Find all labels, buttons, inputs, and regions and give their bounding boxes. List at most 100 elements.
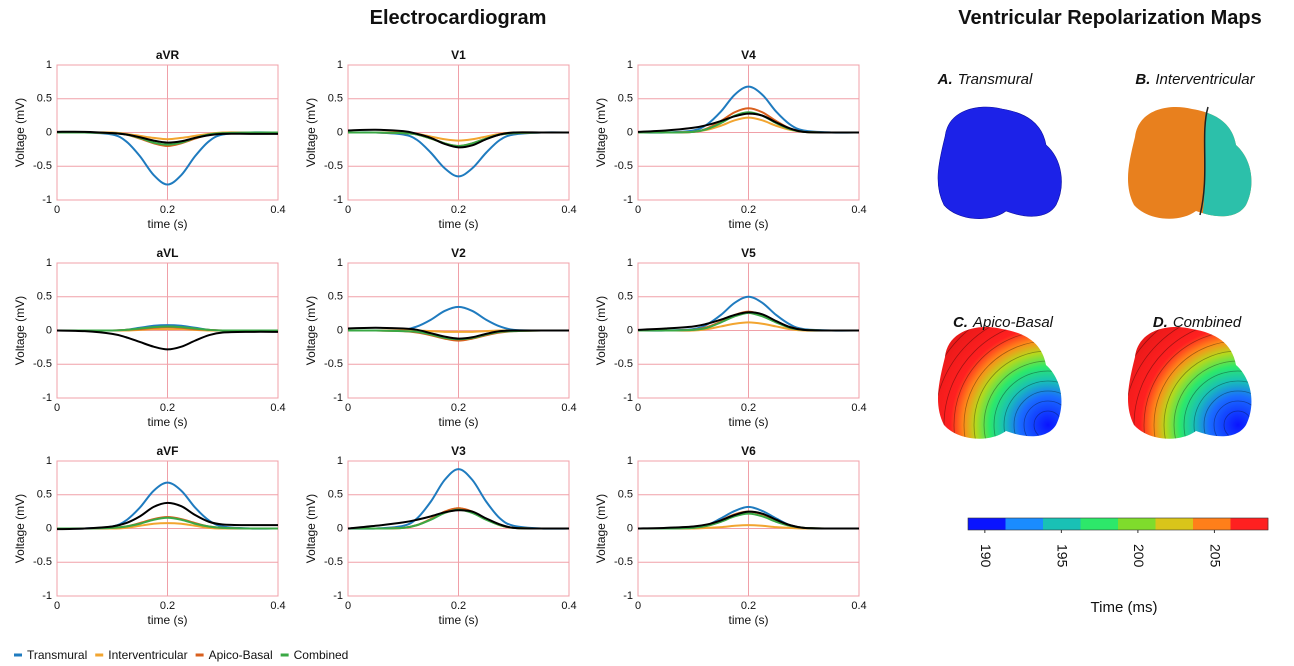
ecg-panel: V2 -1 -0.5 0 0.5 1 0 0.2 0.4 time (s) Voltage (mV) <box>304 246 577 429</box>
maps-title: Ventricular Repolarization Maps <box>958 7 1261 29</box>
panel-title: V3 <box>451 444 466 458</box>
y-tick-label: 1 <box>627 455 633 467</box>
ecg-line <box>637 311 860 332</box>
y-tick-label: -1 <box>623 392 633 404</box>
y-tick-label: -1 <box>42 194 52 206</box>
y-tick-label: 1 <box>46 257 52 269</box>
x-axis-label: time (s) <box>148 415 188 429</box>
x-axis-label: time (s) <box>729 613 769 627</box>
y-tick-label: -1 <box>623 194 633 206</box>
x-tick-label: 0 <box>635 204 641 216</box>
y-axis-label: Voltage (mV) <box>304 296 318 365</box>
x-tick-label: 0 <box>54 600 60 612</box>
y-tick-label: 0 <box>627 324 633 336</box>
ecg-line <box>347 326 569 340</box>
map-label: D. Combined <box>1153 314 1242 331</box>
y-tick-label: -1 <box>623 590 633 602</box>
y-axis-label: Voltage (mV) <box>594 98 608 167</box>
panel-title: aVR <box>156 48 180 62</box>
legend-label: Interventricular <box>108 648 187 662</box>
y-tick-label: -0.5 <box>324 358 343 370</box>
map-label: C. Apico-Basal <box>953 314 1054 331</box>
x-tick-label: 0.4 <box>270 402 285 414</box>
colorbar-tick-label: 195 <box>1055 544 1071 568</box>
y-tick-label: -0.5 <box>324 160 343 172</box>
x-tick-label: 0.2 <box>160 600 175 612</box>
y-axis-label: Voltage (mV) <box>13 296 27 365</box>
ecg-line <box>56 329 279 351</box>
map-letter: B. <box>1135 71 1150 88</box>
y-tick-label: -1 <box>333 194 343 206</box>
x-tick-label: 0.2 <box>160 204 175 216</box>
y-tick-label: -0.5 <box>614 358 633 370</box>
map-name: Combined <box>1173 314 1242 331</box>
y-axis-label: Voltage (mV) <box>13 98 27 167</box>
ecg-line <box>56 501 279 531</box>
y-tick-label: 0 <box>337 126 343 138</box>
colorbar-block <box>1005 518 1044 530</box>
x-tick-label: 0 <box>635 600 641 612</box>
colorbar-block <box>1118 518 1156 530</box>
x-tick-label: 0.2 <box>741 402 756 414</box>
ecg-line <box>57 325 278 332</box>
x-tick-label: 0.2 <box>451 402 466 414</box>
colorbar-block <box>1230 518 1269 530</box>
x-tick-label: 0.4 <box>561 402 576 414</box>
map-letter: D. <box>1153 314 1168 331</box>
ecg-line <box>347 131 570 178</box>
x-tick-label: 0 <box>54 402 60 414</box>
map-name: Interventricular <box>1155 71 1255 88</box>
x-tick-label: 0.4 <box>270 600 285 612</box>
x-tick-label: 0.4 <box>851 402 866 414</box>
x-tick-label: 0.2 <box>741 204 756 216</box>
colorbar-label: Time (ms) <box>1091 599 1158 616</box>
colorbar-block <box>1080 518 1119 530</box>
ecg-panel: V6 -1 -0.5 0 0.5 1 0 0.2 0.4 time (s) Voltage (mV) <box>594 444 867 627</box>
colorbar-tick-label: 205 <box>1208 544 1224 568</box>
ecg-panel: V5 -1 -0.5 0 0.5 1 0 0.2 0.4 time (s) Voltage (mV) <box>594 246 867 429</box>
ecg-line <box>637 112 860 134</box>
x-axis-label: time (s) <box>148 613 188 627</box>
map-letter: C. <box>953 314 968 331</box>
maps-layer: A. Transmural B. Interventricular C. Apico-Ba… <box>937 71 1269 616</box>
ecg-line <box>637 85 860 134</box>
colorbar-tick-label: 200 <box>1131 544 1147 568</box>
y-tick-label: -0.5 <box>33 160 52 172</box>
y-tick-label: 1 <box>337 455 343 467</box>
legend-label: Combined <box>294 648 349 662</box>
y-tick-label: -0.5 <box>33 358 52 370</box>
y-tick-label: -0.5 <box>614 556 633 568</box>
y-axis-label: Voltage (mV) <box>304 98 318 167</box>
y-tick-label: -0.5 <box>614 160 633 172</box>
x-tick-label: 0.2 <box>160 402 175 414</box>
y-tick-label: 0 <box>46 522 52 534</box>
legend-label: Apico-Basal <box>209 648 273 662</box>
map-label: B. Interventricular <box>1135 71 1255 88</box>
y-tick-label: -1 <box>42 590 52 602</box>
panel-title: aVF <box>156 444 178 458</box>
y-tick-label: 0 <box>46 126 52 138</box>
panel-title: V2 <box>451 246 466 260</box>
y-tick-label: 0 <box>337 522 343 534</box>
x-axis-label: time (s) <box>729 415 769 429</box>
y-tick-label: 1 <box>627 59 633 71</box>
panel-title: V5 <box>741 246 756 260</box>
y-axis-label: Voltage (mV) <box>594 296 608 365</box>
y-tick-label: -0.5 <box>324 556 343 568</box>
x-axis-label: time (s) <box>439 415 479 429</box>
panel-title: aVL <box>156 246 178 260</box>
y-tick-label: -0.5 <box>33 556 52 568</box>
ecg-line <box>347 468 570 530</box>
y-tick-label: 0 <box>627 522 633 534</box>
colorbar-block <box>968 518 1006 530</box>
y-tick-label: 0.5 <box>618 291 633 303</box>
ecg-line <box>347 128 569 149</box>
panel-title: V1 <box>451 48 466 62</box>
heart-transmural <box>937 106 1062 220</box>
y-tick-label: 0.5 <box>37 291 52 303</box>
map-label: A. Transmural <box>937 71 1033 88</box>
y-tick-label: 0 <box>46 324 52 336</box>
x-tick-label: 0.2 <box>741 600 756 612</box>
map-letter: A. <box>937 71 953 88</box>
x-tick-label: 0.4 <box>561 204 576 216</box>
